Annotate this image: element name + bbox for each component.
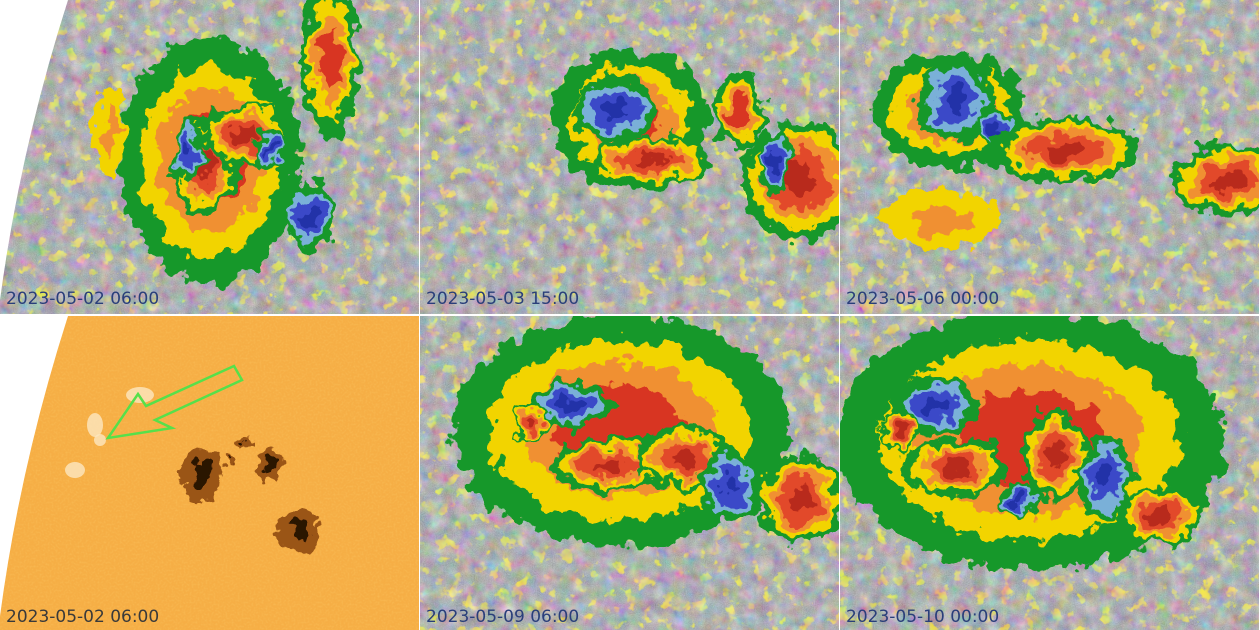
umbra — [265, 456, 275, 474]
positive-flux — [672, 449, 698, 467]
negative-flux — [557, 398, 583, 412]
magnetogram-panel — [420, 316, 839, 630]
positive-flux — [525, 420, 535, 430]
umbra — [228, 457, 232, 463]
positive-flux — [1046, 443, 1064, 467]
continuum-panel — [0, 316, 419, 630]
positive-flux — [895, 424, 905, 436]
umbra — [193, 463, 211, 487]
positive-flux — [1045, 141, 1085, 159]
negative-flux — [721, 473, 739, 497]
limb-space — [0, 316, 68, 616]
negative-flux — [602, 100, 628, 120]
positive-flux — [103, 107, 117, 153]
active-region — [840, 316, 1225, 570]
positive-flux — [594, 457, 626, 473]
timestamp: 2023-05-03 15:00 — [426, 289, 579, 309]
active-region — [872, 51, 1259, 250]
sunspot — [180, 449, 224, 501]
positive-flux — [319, 30, 341, 90]
facula — [87, 413, 103, 437]
sunspot — [234, 433, 250, 447]
negative-flux — [302, 204, 318, 226]
negative-flux — [769, 150, 781, 170]
umbra — [238, 436, 246, 444]
negative-flux — [922, 396, 948, 414]
timestamp: 2023-05-09 06:00 — [426, 607, 579, 627]
sunspot — [258, 447, 282, 483]
limb-space — [0, 0, 68, 300]
sunspot — [280, 506, 320, 554]
magnetogram-panel — [0, 0, 419, 314]
active-region — [552, 48, 839, 240]
arrow — [105, 364, 244, 440]
timestamp: 2023-05-02 06:00 — [6, 289, 159, 309]
negative-flux — [265, 143, 275, 157]
active-region — [96, 0, 359, 284]
positive-flux — [1148, 507, 1172, 523]
positive-flux — [788, 488, 812, 512]
positive-flux — [1214, 170, 1246, 190]
magnetogram-panel — [420, 0, 839, 314]
sunspot — [225, 455, 235, 465]
negative-flux — [183, 140, 193, 160]
positive-flux — [730, 95, 750, 125]
negative-flux — [988, 123, 1002, 137]
positive-flux — [910, 205, 970, 235]
labels: 2023-05-02 06:00 2023-05-03 15:00 2023-0… — [6, 289, 999, 627]
positive-flux — [233, 127, 257, 143]
facula — [94, 434, 106, 446]
timestamp: 2023-05-06 00:00 — [846, 289, 999, 309]
positive-flux — [784, 164, 816, 196]
negative-flux — [943, 87, 967, 113]
negative-flux — [1013, 494, 1027, 506]
positive-flux — [941, 460, 969, 476]
timestamp: 2023-05-10 00:00 — [846, 607, 999, 627]
active-region — [451, 316, 839, 547]
magnetogram-panel — [840, 316, 1259, 630]
magnetogram-panel — [840, 0, 1259, 314]
facula — [65, 462, 85, 478]
negative-flux — [1096, 465, 1114, 491]
positive-flux — [633, 153, 667, 167]
timestamp: 2023-05-02 06:00 — [6, 607, 159, 627]
umbra — [292, 519, 308, 541]
